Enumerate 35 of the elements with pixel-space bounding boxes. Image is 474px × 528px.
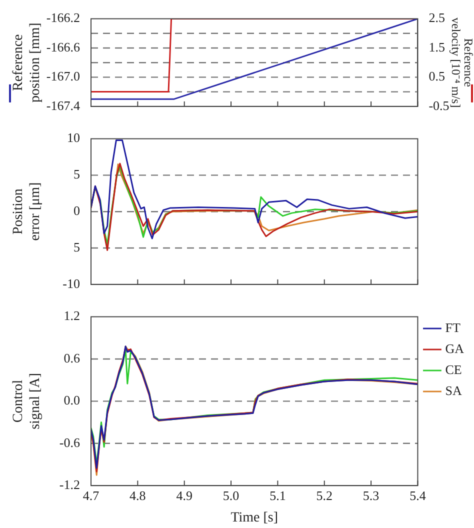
legend-label: FT — [445, 320, 460, 335]
y-tick-label: 0.6 — [64, 350, 80, 366]
y-axis-title: Position error [μm] — [11, 182, 43, 241]
y-tick-label: -166.2 — [46, 10, 80, 26]
y-tick-label: -10 — [62, 276, 80, 291]
x-tick-label: 5.0 — [222, 488, 240, 503]
x-tick-label: 4.9 — [176, 488, 192, 503]
y-axis-title: Control signal [A] — [11, 373, 43, 430]
y-tick-label: 5 — [74, 166, 80, 182]
x-tick-label: 5.2 — [316, 488, 332, 503]
x-tick-label: 5.4 — [410, 488, 426, 503]
y-tick-label: -166.6 — [46, 39, 80, 54]
x-tick-label: 5.3 — [362, 488, 380, 503]
y-tick-label: -167.0 — [46, 68, 80, 84]
y2-axis-title: Reference velocity [10⁻⁴ m/s] — [448, 18, 474, 108]
y-axis-title: Reference position [mm] — [11, 22, 43, 102]
x-tick-label: 5.1 — [270, 488, 286, 503]
y-tick-label: -0.6 — [59, 434, 80, 450]
y2-tick-label: 1.5 — [428, 39, 445, 54]
x-axis-title: Time [s] — [230, 510, 278, 526]
y-tick-label: 0.0 — [64, 392, 80, 408]
y-tick-label: -167.4 — [46, 98, 80, 113]
y-tick-label: 5 — [74, 239, 80, 254]
x-tick-label: 4.7 — [82, 488, 100, 503]
y2-tick-label: 2.5 — [428, 10, 445, 26]
legend-label: GA — [445, 340, 465, 356]
y-tick-label: 10 — [67, 130, 80, 146]
legend-label: CE — [445, 362, 462, 377]
y2-tick-label: -0.5 — [428, 98, 450, 113]
legend-label: SA — [445, 382, 462, 398]
x-tick-label: 4.8 — [130, 488, 146, 503]
y-tick-label: -1.2 — [59, 477, 80, 492]
y-tick-label: 1.2 — [64, 308, 80, 324]
y2-tick-label: 0.5 — [428, 68, 445, 84]
y-tick-label: 0 — [74, 203, 80, 218]
